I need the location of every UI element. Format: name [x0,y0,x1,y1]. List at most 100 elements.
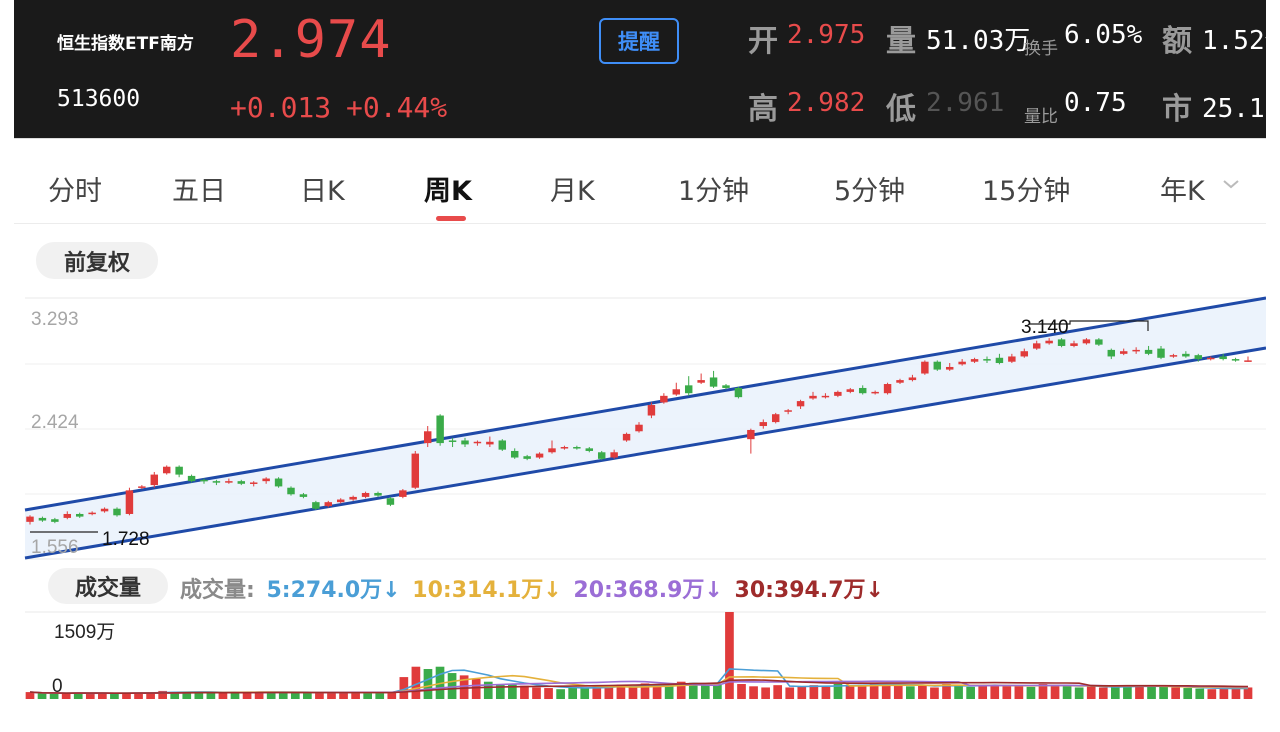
candle [921,360,929,375]
candle-body [647,405,656,416]
candle [809,391,817,400]
candle [933,360,942,371]
candle [1008,353,1016,364]
candle [51,517,59,524]
candle [237,479,246,486]
tab-intraday[interactable]: 分时 [48,176,102,207]
volume-bar [1183,688,1193,699]
volume-bar [206,692,216,699]
candle [871,390,879,395]
candle [896,378,904,385]
volume-bar [1086,686,1096,699]
candle-body [138,486,146,488]
volume-bar [1062,686,1072,699]
candle-body [374,492,382,496]
channel-upper-line [24,296,1267,512]
alert-button[interactable]: 提醒 [599,18,679,64]
candle [162,465,171,475]
candle [486,436,494,448]
volume-bar [785,687,795,699]
candle-body [411,453,420,488]
candle [150,471,159,488]
candle-body [734,387,743,398]
candle [1032,340,1041,350]
candle [709,370,718,388]
candle-body [187,475,196,482]
candle-body [697,380,705,383]
candle [113,507,121,517]
volume-bar [134,692,143,699]
candle [1206,356,1215,361]
candle [958,359,966,366]
candle-body [336,499,345,503]
tab-five-day[interactable]: 五日 [172,176,226,207]
candle-body [75,513,84,517]
tab-daily-k[interactable]: 日K [300,176,345,207]
volume-bar [495,684,505,699]
candle-body [1020,351,1029,357]
volume-bar [1026,686,1036,699]
high-label: 高 [748,92,778,127]
tab-5min[interactable]: 5分钟 [834,176,906,207]
volume-bar [869,683,879,699]
tab-1min[interactable]: 1分钟 [678,176,750,207]
candle [834,390,842,398]
volume-bar [833,684,843,699]
volume-indicator-toggle[interactable]: 成交量 [48,568,168,604]
quote-header: 恒生指数ETF南方 513600 2.974 +0.013 +0.44% 提醒 … [14,0,1266,138]
last-price: 2.974 [230,10,392,70]
volume-bar [327,692,336,699]
volume-bar [737,684,746,699]
volume-bar [1123,685,1132,699]
volume-ma10: 10:314.1万↓ [412,578,562,603]
volume-bar [1171,687,1180,699]
stock-code: 513600 [57,86,141,112]
volume-bar [387,692,397,699]
candle-body [846,389,855,392]
candle [858,385,867,395]
candle-body [498,440,507,450]
candle [1082,338,1091,345]
candle [796,399,805,409]
candle [473,440,482,446]
tab-weekly-k[interactable]: 周K [424,176,472,207]
volume-ma30-line [29,679,1249,695]
low-label: 低 [886,92,916,127]
candle-body [26,516,34,522]
volume-bar [170,692,180,699]
volume-bar [930,687,939,699]
candle-body [1082,339,1091,344]
volume-value: 51.03万 [926,26,1031,56]
candle [983,356,991,364]
open-value: 2.975 [787,20,866,50]
candle-body [722,385,730,388]
tab-monthly-k[interactable]: 月K [550,176,595,207]
candle-body [38,517,47,521]
candle-body [1095,339,1103,345]
volume-bar [652,685,662,699]
candle [125,487,134,516]
volume-bar [37,693,47,699]
volume-bar [218,692,228,699]
volume-bar [966,686,975,699]
volume-bar [85,693,95,699]
candle-body [1182,353,1190,357]
chevron-down-icon[interactable] [1222,177,1240,191]
tab-yearly-k[interactable]: 年K [1160,176,1205,207]
low-marker-label: 1.728 [102,529,150,550]
candle [585,447,594,453]
candle-body [1206,357,1215,360]
candle [1194,353,1203,362]
adjust-toggle[interactable]: 前复权 [36,242,158,279]
candle-body [1057,339,1066,346]
candle-body [299,494,308,497]
candle-body [523,456,531,459]
candle-body [1244,360,1252,362]
volume-bar [1038,684,1048,699]
candle-body [1169,355,1178,357]
candle [697,373,705,385]
candle [908,374,917,382]
candle [995,353,1004,365]
tab-15min[interactable]: 15分钟 [982,176,1071,207]
